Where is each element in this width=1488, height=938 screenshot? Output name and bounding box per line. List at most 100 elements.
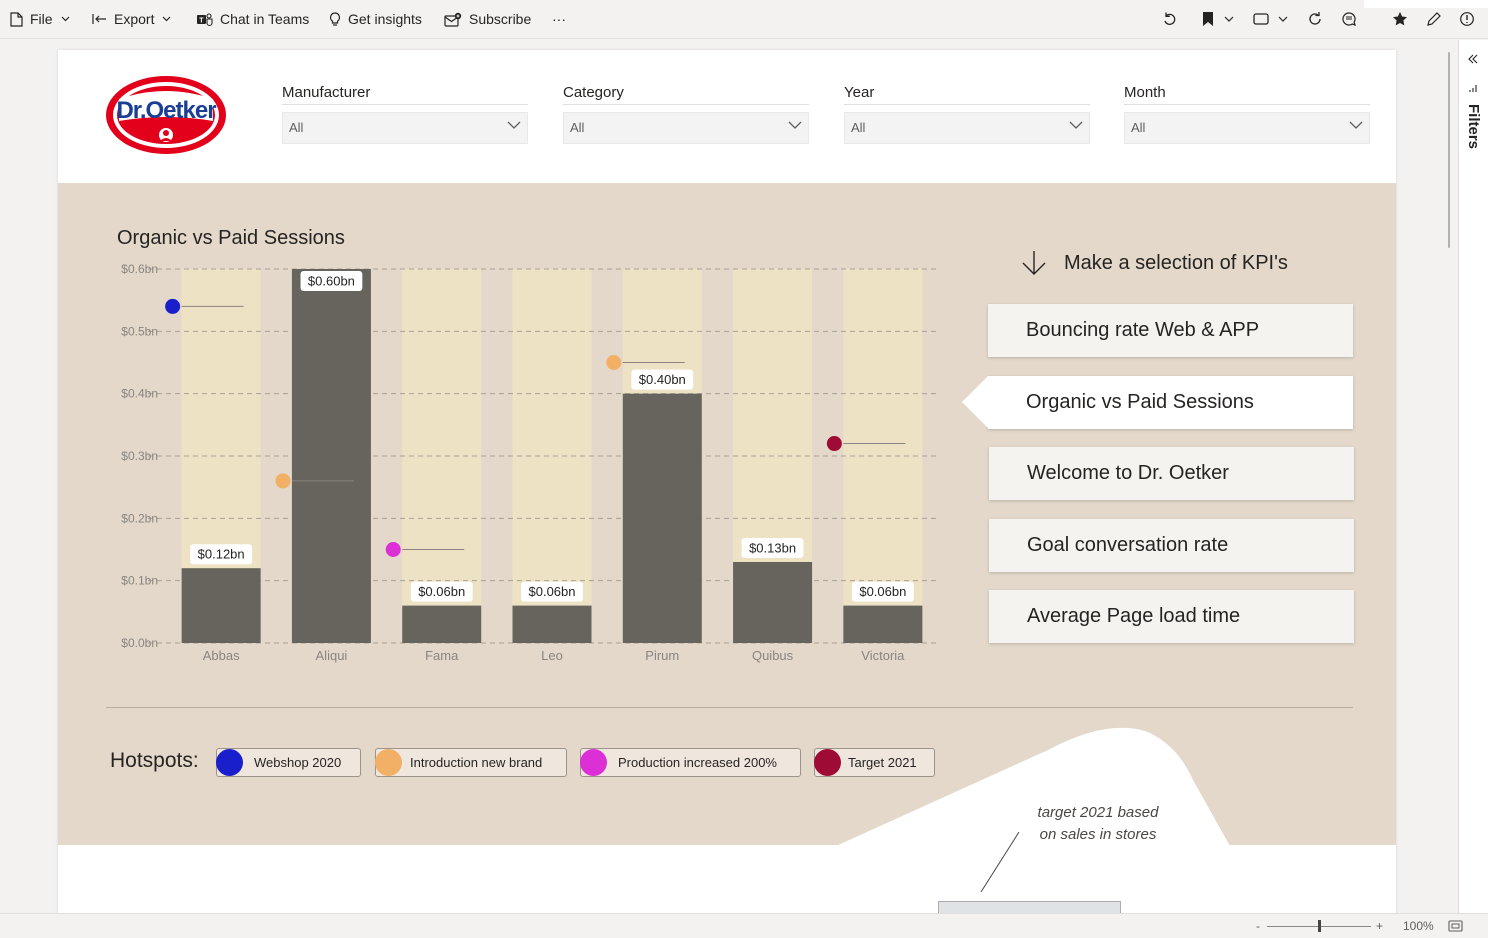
kpi-label: Organic vs Paid Sessions bbox=[1026, 391, 1254, 413]
data-label-box bbox=[631, 369, 694, 390]
hotspot-label: Production increased 200% bbox=[618, 755, 777, 770]
bar bbox=[181, 568, 261, 643]
hotspot-dot bbox=[375, 749, 402, 776]
status-bar: - + 100% bbox=[0, 913, 1488, 938]
annotation-line-1: target 2021 based bbox=[1037, 804, 1159, 821]
y-tick-label: $0.2bn bbox=[121, 511, 158, 525]
kpi-goal-conversation-button[interactable]: Goal conversation rate bbox=[989, 519, 1354, 572]
year-dropdown[interactable]: All bbox=[844, 112, 1090, 144]
export-label: Export bbox=[114, 11, 155, 27]
export-menu[interactable]: Export bbox=[92, 0, 178, 38]
bookmark-icon[interactable] bbox=[1200, 11, 1216, 27]
x-tick-label: Aliqui bbox=[316, 648, 348, 663]
month-dropdown[interactable]: All bbox=[1124, 112, 1370, 144]
category-dropdown[interactable]: All bbox=[563, 112, 809, 144]
bar bbox=[733, 561, 813, 643]
hotspot-target-2021[interactable]: Target 2021 bbox=[814, 748, 935, 777]
data-label-box bbox=[741, 537, 804, 558]
background-bar bbox=[402, 269, 482, 643]
section-divider bbox=[106, 707, 1353, 708]
data-label-box bbox=[410, 581, 473, 602]
partial-visual bbox=[938, 901, 1121, 916]
undo-icon[interactable] bbox=[1162, 11, 1178, 27]
arrow-down-icon bbox=[1022, 251, 1046, 275]
filters-pane[interactable] bbox=[1458, 40, 1488, 913]
hotspot-label: Target 2021 bbox=[848, 755, 917, 770]
hotspot-production-increased[interactable]: Production increased 200% bbox=[580, 748, 801, 777]
file-label: File bbox=[30, 11, 53, 27]
chat-in-teams-label: Chat in Teams bbox=[220, 11, 310, 27]
x-tick-label: Fama bbox=[425, 648, 459, 663]
chevron-down-icon[interactable] bbox=[1224, 11, 1234, 27]
refresh-icon[interactable] bbox=[1307, 11, 1323, 27]
comment-icon[interactable] bbox=[1341, 11, 1357, 27]
chat-in-teams-button[interactable]: T Chat in Teams bbox=[196, 0, 309, 38]
chevron-down-icon bbox=[507, 121, 521, 129]
data-label: $0.40bn bbox=[639, 372, 686, 387]
slicer-manufacturer: Manufacturer All bbox=[282, 84, 528, 144]
bar bbox=[622, 393, 702, 643]
data-label: $0.06bn bbox=[859, 584, 906, 599]
get-insights-button[interactable]: Get insights bbox=[329, 0, 422, 38]
organic-vs-paid-bar-chart: $0.0bn $0.1bn $0.2bn $0.3bn $0.4bn $0.5bn $0.6… bbox=[121, 262, 938, 663]
more-options-label: ··· bbox=[552, 11, 566, 27]
slicer-year: Year All bbox=[844, 84, 1090, 144]
chevron-down-icon bbox=[61, 16, 69, 22]
get-insights-label: Get insights bbox=[348, 11, 422, 27]
data-label: $0.06bn bbox=[529, 584, 576, 599]
more-options-button[interactable]: ··· bbox=[552, 0, 566, 38]
info-icon[interactable] bbox=[1459, 11, 1475, 27]
chevron-down-icon bbox=[788, 121, 802, 129]
kpi-heading-text: Make a selection of KPI's bbox=[1064, 251, 1288, 274]
kpi-bouncing-rate-button[interactable]: Bouncing rate Web & APP bbox=[988, 304, 1353, 357]
export-icon bbox=[92, 14, 106, 24]
slicer-category: Category All bbox=[563, 84, 809, 144]
hotspot-marker bbox=[385, 542, 401, 557]
annotation-line-2: on sales in stores bbox=[1039, 826, 1157, 843]
hotspot-webshop-2020[interactable]: Webshop 2020 bbox=[216, 748, 361, 777]
y-tick-label: $0.3bn bbox=[121, 449, 158, 463]
slicer-title: Category bbox=[563, 84, 809, 105]
zoom-slider-thumb[interactable] bbox=[1318, 920, 1321, 932]
y-tick-label: $0.6bn bbox=[121, 262, 158, 276]
background-bar bbox=[843, 269, 923, 643]
annotation-hill-shape bbox=[836, 727, 1230, 846]
chart-title: Organic vs Paid Sessions bbox=[117, 227, 345, 249]
zoom-out-button[interactable]: - bbox=[1256, 919, 1260, 933]
bar bbox=[843, 605, 923, 643]
subscribe-mail-icon bbox=[444, 12, 462, 27]
background-bar bbox=[512, 269, 592, 643]
hotspot-introduction-new-brand[interactable]: Introduction new brand bbox=[375, 748, 567, 777]
report-canvas: Dr.Oetker Manufacturer All Category All … bbox=[58, 50, 1396, 937]
x-tick-label: Victoria bbox=[861, 648, 905, 663]
chevron-down-icon[interactable] bbox=[1278, 11, 1288, 27]
data-label-box bbox=[851, 581, 914, 602]
kpi-label: Bouncing rate Web & APP bbox=[1026, 319, 1260, 341]
fit-to-page-icon[interactable] bbox=[1448, 920, 1463, 932]
kpi-panel: Organic vs Paid Sessions $0.0bn $0.1bn $0.… bbox=[58, 183, 1396, 845]
edit-pencil-icon[interactable] bbox=[1426, 11, 1442, 27]
annotation-text: target 2021 based on sales in stores bbox=[998, 802, 1198, 846]
vertical-scrollbar[interactable] bbox=[1448, 52, 1450, 248]
manufacturer-dropdown[interactable]: All bbox=[282, 112, 528, 144]
collapse-chevrons-icon[interactable] bbox=[1468, 54, 1478, 64]
hotspot-marker bbox=[275, 473, 291, 489]
favorite-star-icon[interactable] bbox=[1392, 11, 1408, 27]
hotspot-dot bbox=[580, 749, 607, 776]
kpi-welcome-button[interactable]: Welcome to Dr. Oetker bbox=[989, 447, 1354, 500]
zoom-level: 100% bbox=[1403, 919, 1434, 933]
y-tick-label: $0.4bn bbox=[121, 387, 158, 401]
dropdown-value: All bbox=[289, 120, 304, 135]
filters-label[interactable]: Filters bbox=[1465, 104, 1482, 150]
view-icon[interactable] bbox=[1253, 11, 1269, 27]
zoom-in-button[interactable]: + bbox=[1376, 919, 1384, 933]
file-menu[interactable]: File bbox=[10, 0, 77, 38]
file-icon bbox=[10, 11, 23, 27]
kpi-page-load-button[interactable]: Average Page load time bbox=[989, 590, 1354, 643]
subscribe-button[interactable]: Subscribe bbox=[444, 0, 531, 38]
kpi-organic-vs-paid-button[interactable]: Organic vs Paid Sessions bbox=[962, 376, 1353, 429]
svg-text:T: T bbox=[199, 17, 204, 24]
data-label-box bbox=[521, 581, 583, 602]
slicer-title: Manufacturer bbox=[282, 84, 528, 105]
kpi-heading: Make a selection of KPI's bbox=[1020, 249, 1288, 277]
